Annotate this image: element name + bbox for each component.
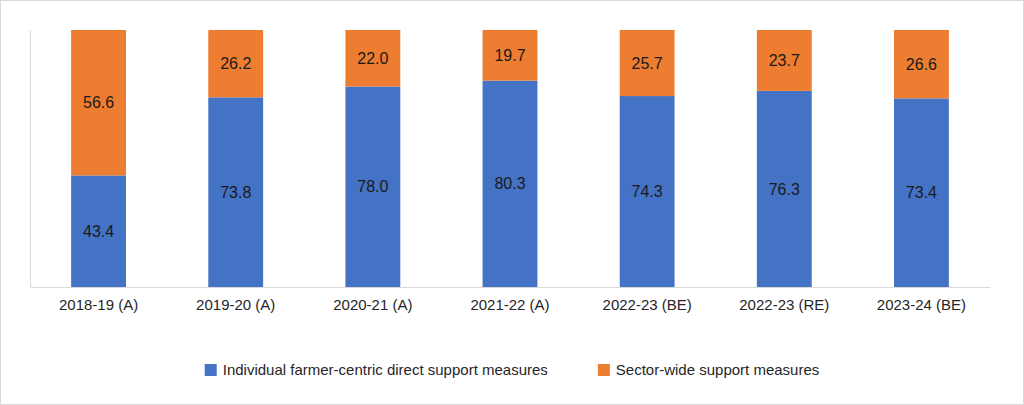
bar	[894, 30, 949, 98]
chart: 2018-19 (A) 2019-20 (A) 2020-21 (A) 2021-22…	[0, 0, 1024, 405]
bar	[208, 97, 263, 287]
legend-label: Individual farmer-centric direct support…	[223, 361, 548, 378]
data-label: 78.0	[357, 178, 388, 195]
plot-area: 2018-19 (A) 2019-20 (A) 2020-21 (A) 2021-22…	[31, 30, 991, 313]
x-tick: 2022-23 (BE)	[603, 287, 692, 313]
data-labels: 43.4 73.8 78.0 80.3 74.3 76.3 73.4 56.6 26.2 22.0…	[83, 47, 937, 240]
x-tick-label: 2018-19 (A)	[59, 296, 138, 313]
legend-label: Sector-wide support measures	[616, 361, 819, 378]
x-tick-label: 2021-22 (A)	[470, 296, 549, 313]
x-tick-label: 2020-21 (A)	[333, 296, 412, 313]
data-label: 73.4	[906, 184, 937, 201]
data-label: 19.7	[494, 47, 525, 64]
x-axis-line	[31, 287, 991, 288]
legend: Individual farmer-centric direct support…	[205, 361, 820, 378]
bar	[71, 175, 126, 287]
data-label: 74.3	[632, 183, 663, 200]
data-label: 56.6	[83, 94, 114, 111]
legend-item: Sector-wide support measures	[598, 361, 819, 378]
bar	[71, 30, 126, 175]
x-tick: 2018-19 (A)	[59, 287, 138, 313]
bar	[757, 91, 812, 287]
x-tick: 2019-20 (A)	[196, 287, 275, 313]
y-axis	[30, 31, 31, 288]
legend-item: Individual farmer-centric direct support…	[205, 361, 548, 378]
bar	[345, 30, 400, 87]
chart-border	[1, 1, 1024, 405]
x-tick-label: 2019-20 (A)	[196, 296, 275, 313]
bar-series	[71, 30, 949, 175]
x-tick-label: 2022-23 (BE)	[603, 296, 692, 313]
bar-series	[71, 81, 949, 287]
bar	[894, 98, 949, 287]
legend-swatch	[598, 364, 610, 376]
bars	[71, 30, 949, 287]
data-label: 76.3	[769, 181, 800, 198]
x-tick-label: 2022-23 (RE)	[739, 296, 829, 313]
data-label: 73.8	[220, 184, 251, 201]
x-tick: 2022-23 (RE)	[739, 287, 829, 313]
y-axis-line	[30, 31, 31, 288]
data-label: 22.0	[357, 50, 388, 67]
bar	[483, 30, 538, 81]
data-label: 25.7	[632, 55, 663, 72]
bar	[620, 96, 675, 287]
data-label: 23.7	[769, 52, 800, 69]
x-tick: 2023-24 (BE)	[877, 287, 966, 313]
data-label: 26.6	[906, 56, 937, 73]
x-tick: 2020-21 (A)	[333, 287, 412, 313]
bar	[345, 87, 400, 287]
data-label: 80.3	[494, 175, 525, 192]
bar	[483, 81, 538, 287]
data-label: 43.4	[83, 223, 114, 240]
bar	[208, 30, 263, 97]
x-tick-label: 2023-24 (BE)	[877, 296, 966, 313]
data-label: 26.2	[220, 55, 251, 72]
legend-swatch	[205, 364, 217, 376]
bar	[620, 30, 675, 96]
bar	[757, 30, 812, 91]
x-axis: 2018-19 (A) 2019-20 (A) 2020-21 (A) 2021-22…	[31, 287, 991, 313]
x-tick: 2021-22 (A)	[470, 287, 549, 313]
